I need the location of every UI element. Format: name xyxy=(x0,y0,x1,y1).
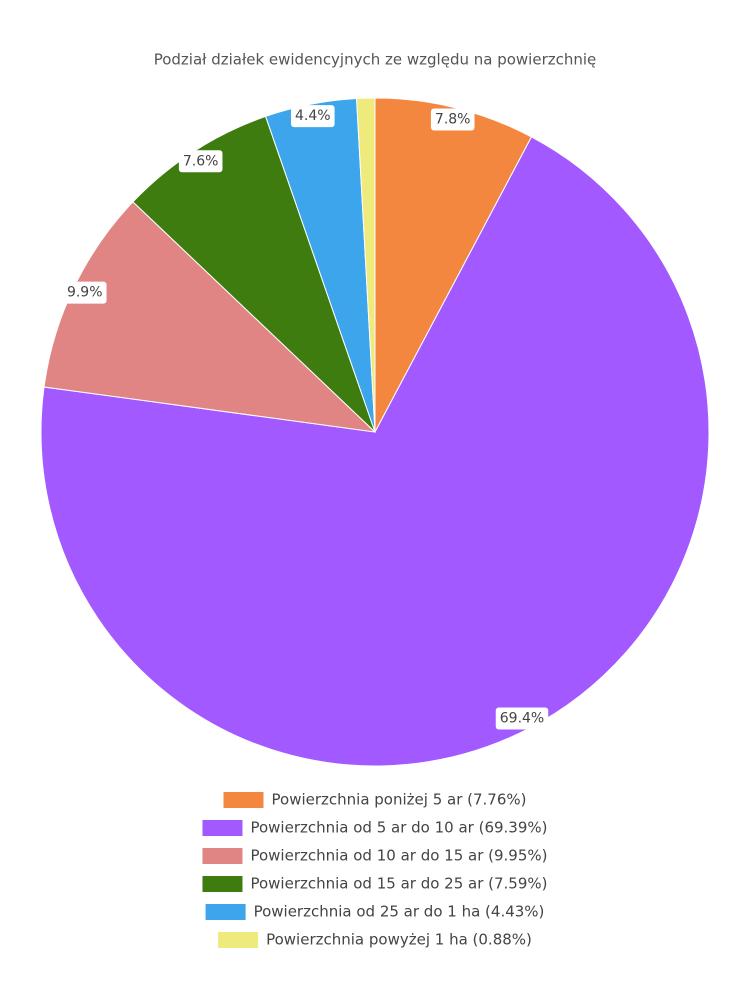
pie-slice xyxy=(374,97,533,433)
data-label: 4.4% xyxy=(295,108,331,124)
legend-label: Powierzchnia poniżej 5 ar (7.76%) xyxy=(272,791,527,809)
legend-label: Powierzchnia od 5 ar do 10 ar (69.39%) xyxy=(250,819,547,837)
legend-swatch xyxy=(205,904,246,920)
data-label-bg xyxy=(495,707,549,730)
legend-label: Powierzchnia od 25 ar do 1 ha (4.43%) xyxy=(254,903,545,921)
data-label-group: 4.4% xyxy=(290,105,335,128)
legend-swatch xyxy=(202,820,243,836)
data-label-group: 7.8% xyxy=(430,108,475,131)
pie-slice xyxy=(356,97,376,433)
data-label: 69.4% xyxy=(500,710,544,726)
legend-swatch xyxy=(202,848,243,864)
legend-label: Powierzchnia od 10 ar do 15 ar (9.95%) xyxy=(250,847,547,865)
data-label-bg xyxy=(290,105,335,128)
data-label-group: 9.9% xyxy=(62,281,107,304)
legend-swatch xyxy=(202,876,243,892)
legend-swatch xyxy=(218,932,259,948)
data-label-bg xyxy=(430,108,475,131)
data-label-group: 69.4% xyxy=(495,707,549,730)
data-label-bg xyxy=(62,281,107,304)
data-label: 9.9% xyxy=(67,285,103,301)
legend-label: Powierzchnia od 15 ar do 25 ar (7.59%) xyxy=(250,875,547,893)
data-label-group: 7.6% xyxy=(178,150,223,173)
legend-swatch xyxy=(223,792,264,808)
data-label: 7.6% xyxy=(183,153,219,169)
legend-label: Powierzchnia powyżej 1 ha (0.88%) xyxy=(266,931,532,949)
data-label: 7.8% xyxy=(435,112,471,128)
data-label-bg xyxy=(178,150,223,173)
chart-title: Podział działek ewidencyjnych ze względu… xyxy=(154,51,597,69)
